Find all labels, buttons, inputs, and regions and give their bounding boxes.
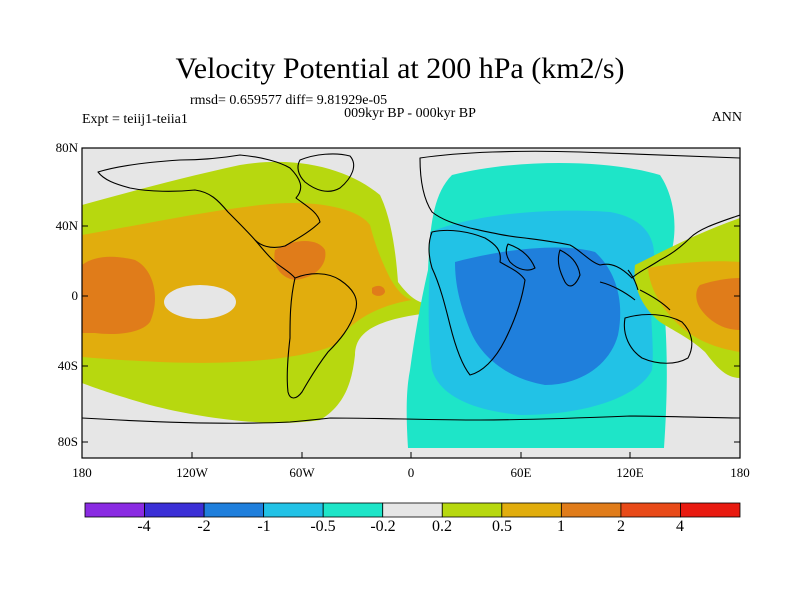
lat-label-40s: 40S xyxy=(57,358,78,373)
contour-neutral-pacific xyxy=(164,285,236,319)
experiment-label: Expt = teiij1-teiia1 xyxy=(82,112,188,127)
eurasia-coastline xyxy=(419,150,740,279)
colorbar-label: 0.5 xyxy=(492,518,512,535)
colorbar-label: -0.5 xyxy=(310,518,336,535)
africa-coastline xyxy=(428,229,526,376)
lat-label-40n: 40N xyxy=(55,218,78,233)
lat-label-80s: 80S xyxy=(57,434,78,449)
australia-coastline xyxy=(623,313,693,364)
lon-label-120w: 120W xyxy=(176,465,208,480)
colorbar-swatch xyxy=(263,502,324,518)
greenland-coastline xyxy=(297,153,355,192)
lon-label-60e: 60E xyxy=(510,465,532,480)
colorbar-label: -2 xyxy=(197,518,211,535)
central-america-coastline xyxy=(254,239,296,279)
map-title: Velocity Potential at 200 hPa (km2/s) xyxy=(175,52,625,85)
contour-positive-1-caribbean xyxy=(274,241,326,280)
lon-label-120e: 120E xyxy=(616,465,644,480)
colorbar-label: 1 xyxy=(557,518,565,535)
colorbar-swatch xyxy=(203,502,265,518)
colorbar-swatch xyxy=(680,502,741,518)
colorbar-swatch xyxy=(144,502,205,518)
contour-positive-1-atlantic xyxy=(372,285,385,296)
period-subtitle: 009kyr BP - 000kyr BP xyxy=(344,106,476,121)
arabia-coastline xyxy=(505,243,536,271)
southeast-asia-islands xyxy=(599,269,671,311)
colorbar-swatch xyxy=(441,502,503,518)
contour-positive-0.5 xyxy=(82,202,412,363)
north-america-coastline xyxy=(97,154,321,249)
colorbar-swatch xyxy=(560,502,622,518)
contour-positive-1 xyxy=(82,256,155,334)
map-frame xyxy=(81,147,741,459)
coastlines xyxy=(82,150,740,424)
colorbar-label: 2 xyxy=(617,518,625,535)
lon-label-180e: 180 xyxy=(730,465,750,480)
lat-label-80n: 80N xyxy=(55,140,78,155)
contour-positive-1-east xyxy=(696,278,740,330)
axis-ticks xyxy=(82,148,740,458)
colorbar-label: -0.2 xyxy=(370,518,396,535)
rmsd-diff-stats: rmsd= 0.659577 diff= 9.81929e-05 xyxy=(190,93,388,108)
colorbar-swatch xyxy=(620,502,681,518)
colorbar-swatch xyxy=(322,502,384,518)
lon-label-60w: 60W xyxy=(289,465,315,480)
season-label: ANN xyxy=(711,110,742,125)
india-coastline xyxy=(557,249,581,287)
colorbar-label: -1 xyxy=(257,518,271,535)
antarctica-coastline xyxy=(82,415,740,424)
colorbar-swatch xyxy=(382,502,443,518)
south-america-coastline xyxy=(286,273,358,399)
colorbar-label: -4 xyxy=(137,518,151,535)
contour-negative-1 xyxy=(455,247,621,385)
colorbar-label: 0.2 xyxy=(432,518,452,535)
lat-label-0: 0 xyxy=(71,288,79,303)
contour-fields xyxy=(82,148,740,458)
colorbar-label: 4 xyxy=(676,518,684,535)
lon-label-180w: 180 xyxy=(72,465,92,480)
colorbar-swatch xyxy=(501,502,562,518)
lon-label-0: 0 xyxy=(407,465,415,480)
colorbar-swatch xyxy=(84,502,145,518)
